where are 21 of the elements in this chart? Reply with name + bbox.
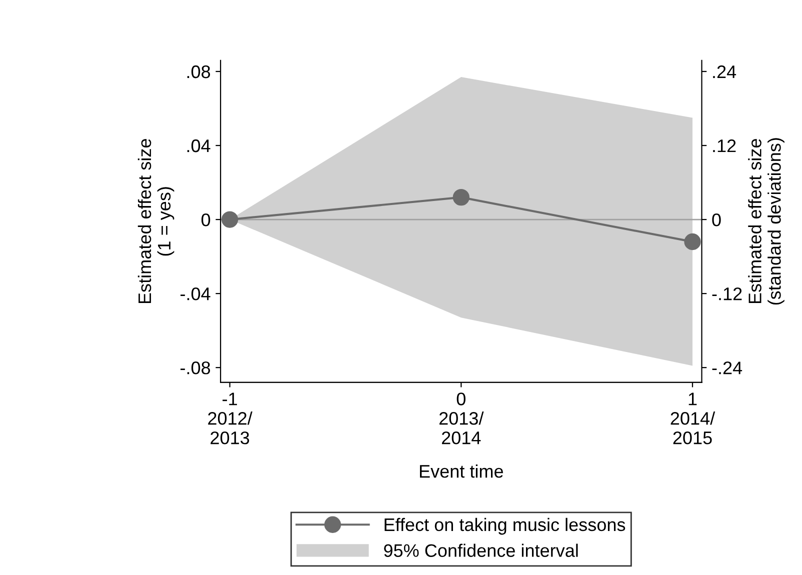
y2-tick-label: -.24 bbox=[712, 362, 742, 374]
legend-label: Effect on taking music lessons bbox=[384, 518, 626, 535]
y-tick-label: 0 bbox=[201, 213, 210, 226]
y2-tick-label: .24 bbox=[713, 65, 736, 78]
y2-tick-label: 0 bbox=[712, 213, 721, 226]
point bbox=[452, 188, 470, 206]
y-tick-label: .04 bbox=[187, 139, 210, 152]
x-tick-label: -1 2012/ 2013 bbox=[208, 392, 252, 444]
y-tick-label: -.08 bbox=[180, 362, 210, 374]
y2-tick-label: -.12 bbox=[712, 287, 742, 300]
point bbox=[221, 211, 238, 228]
y2-axis-title: Estimated effect size (standard deviations) bbox=[748, 138, 784, 305]
point bbox=[684, 233, 701, 250]
x-axis-title: Event time bbox=[420, 464, 503, 478]
x-tick-label: 1 2014/ 2015 bbox=[670, 392, 716, 444]
y-axis-title: Estimated effect size (1 = yes) bbox=[138, 139, 174, 304]
y-tick-label: .08 bbox=[187, 65, 210, 78]
legend-label: 95% Confidence interval bbox=[384, 544, 578, 557]
y2-tick-label: .12 bbox=[713, 139, 736, 152]
x-tick-label: 0 2013/ 2014 bbox=[439, 392, 484, 444]
y-tick-label: -.04 bbox=[180, 287, 210, 300]
